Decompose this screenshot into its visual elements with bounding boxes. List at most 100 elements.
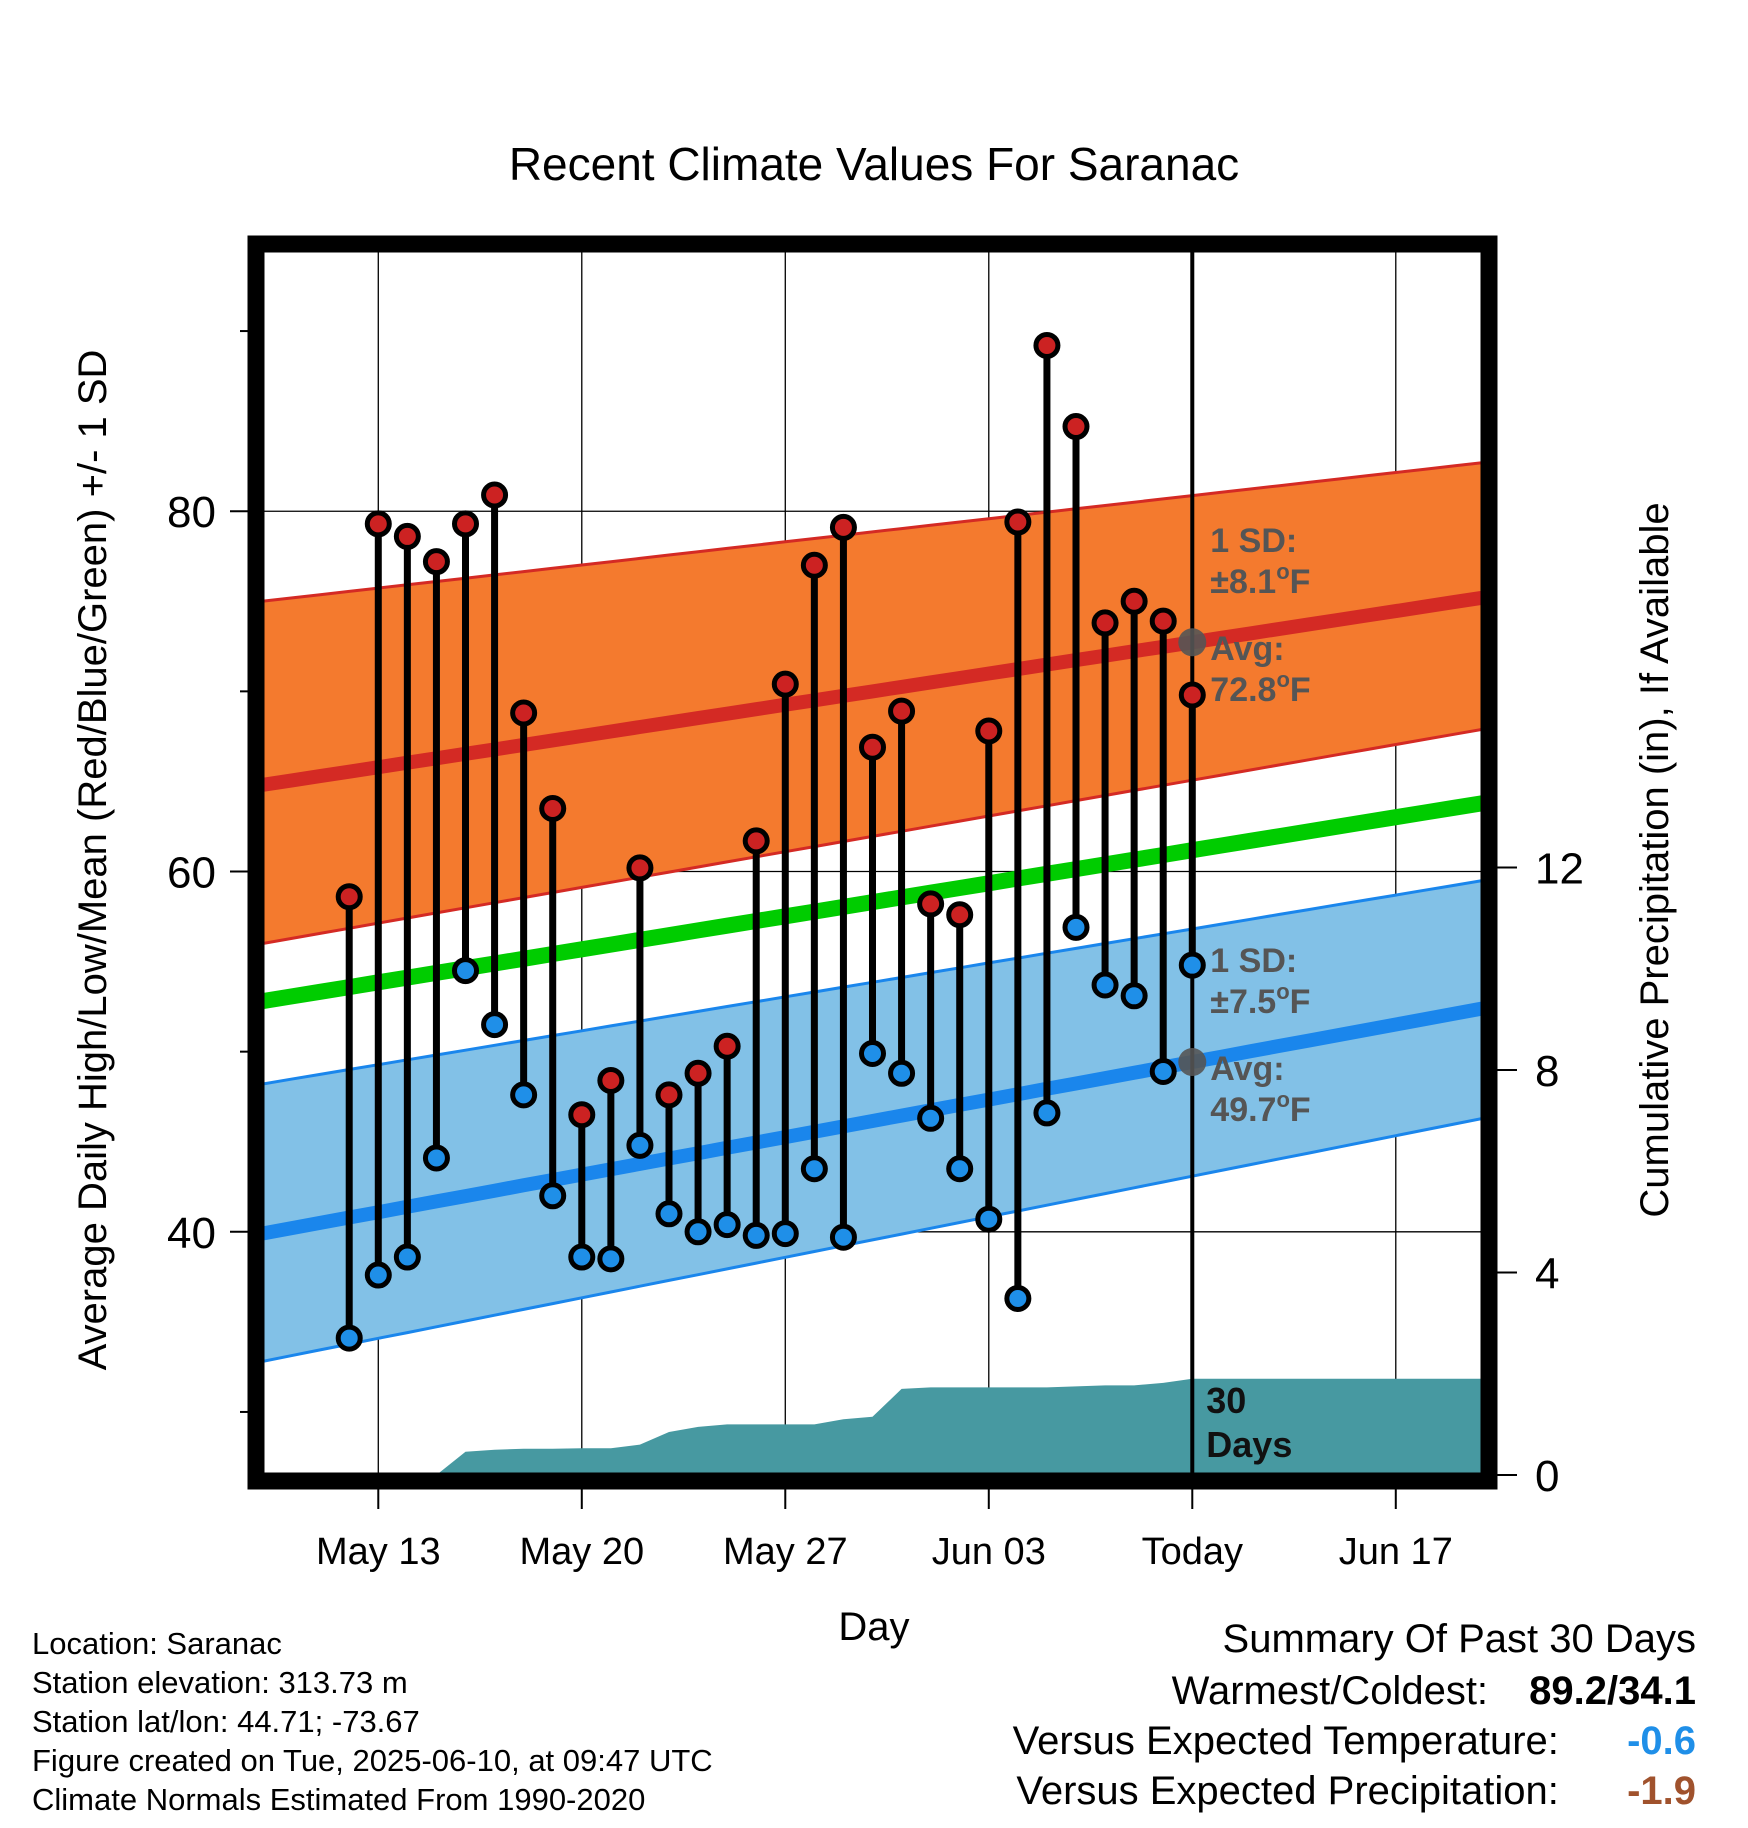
obs-low-point <box>393 1243 421 1271</box>
high-sd-value-degree: o <box>1276 559 1289 584</box>
x-tick-label: May 20 <box>519 1531 644 1573</box>
summary-precip-row: Versus Expected Precipitation: -1.9 <box>1016 1769 1696 1814</box>
obs-low-point <box>946 1155 974 1183</box>
obs-high-point <box>539 794 567 822</box>
summary-title: Summary Of Past 30 Days <box>1222 1617 1696 1661</box>
obs-high-point <box>335 883 363 911</box>
footer-info: Location: Saranac Station elevation: 313… <box>32 1624 713 1819</box>
today-high-avg-marker <box>1178 628 1207 657</box>
summary-temp-row: Versus Expected Temperature: -0.6 <box>1013 1719 1696 1764</box>
y-axis-right-label: Cumulative Precipitation (in), If Availa… <box>1633 502 1677 1217</box>
summary-warmest-value: 89.2/34.1 <box>1529 1669 1696 1713</box>
obs-low-point <box>684 1218 712 1246</box>
x-tick-label: May 27 <box>723 1531 848 1573</box>
low-sd-value: ±7.5oF <box>1210 979 1310 1021</box>
obs-high-point <box>800 551 828 579</box>
obs-low-point <box>539 1182 567 1210</box>
obs-high-point <box>771 670 799 698</box>
x-tick-label: Today <box>1142 1531 1243 1573</box>
summary-warmest-label: Warmest/Coldest: <box>1171 1669 1489 1713</box>
low-avg-label: Avg: <box>1210 1050 1284 1088</box>
x-tick-label: Jun 17 <box>1339 1531 1453 1573</box>
summary-precip-label: Versus Expected Precipitation: <box>1016 1769 1559 1813</box>
obs-low-point <box>975 1205 1003 1233</box>
obs-high-point <box>684 1059 712 1087</box>
summary-temp-label: Versus Expected Temperature: <box>1012 1719 1559 1763</box>
summary-temp-value: -0.6 <box>1627 1719 1696 1763</box>
obs-high-point <box>888 697 916 725</box>
obs-low-point <box>364 1261 392 1289</box>
footer-normals: Climate Normals Estimated From 1990-2020 <box>32 1782 646 1817</box>
obs-high-point <box>1062 413 1090 441</box>
obs-high-point <box>917 890 945 918</box>
today-low-avg-marker <box>1178 1048 1207 1077</box>
low-sd-value-unit: F <box>1290 983 1311 1021</box>
obs-low-point <box>510 1081 538 1109</box>
obs-high-point <box>829 513 857 541</box>
obs-low-point <box>568 1243 596 1271</box>
high-avg-value: 72.8oF <box>1210 667 1310 709</box>
precip-label-line2: Days <box>1206 1424 1292 1465</box>
footer-location: Location: Saranac <box>32 1626 282 1661</box>
y-axis-left-label: Average Daily High/Low/Mean (Red/Blue/Gr… <box>71 350 115 1371</box>
obs-low-point <box>452 957 479 985</box>
obs-low-point <box>1004 1284 1032 1312</box>
low-sd-value-degree: o <box>1276 979 1289 1004</box>
obs-high-point <box>1033 331 1061 359</box>
obs-low-point <box>859 1039 886 1067</box>
low-avg-value-unit: F <box>1290 1091 1311 1129</box>
high-avg-label: Avg: <box>1210 630 1284 668</box>
obs-high-point <box>859 733 886 761</box>
y-axis-left: 40 60 80 <box>167 330 252 1413</box>
obs-high-point <box>481 481 509 509</box>
high-avg-value-unit: F <box>1290 671 1311 709</box>
precip-area <box>262 1378 1483 1475</box>
obs-low-point <box>800 1155 828 1183</box>
obs-low-point <box>742 1221 770 1249</box>
high-sd-value-number: ±8.1 <box>1210 563 1276 601</box>
y-left-tick-label: 40 <box>167 1209 216 1258</box>
obs-high-point <box>452 510 479 538</box>
obs-high-point <box>364 510 392 538</box>
footer-created: Figure created on Tue, 2025-06-10, at 09… <box>32 1743 713 1778</box>
precip-label-line1: 30 <box>1206 1380 1246 1421</box>
y-right-tick-label: 12 <box>1535 845 1584 894</box>
low-avg-value: 49.7oF <box>1210 1087 1310 1129</box>
high-sd-band <box>262 462 1483 944</box>
obs-high-point <box>1178 681 1206 709</box>
obs-low-point <box>888 1059 916 1087</box>
y-right-tick-label: 8 <box>1535 1047 1559 1096</box>
obs-low-point <box>1120 982 1148 1010</box>
footer-latlon: Station lat/lon: 44.71; -73.67 <box>32 1704 420 1739</box>
x-axis: May 13 May 20 May 27 Jun 03 Today Jun 17 <box>316 1485 1453 1573</box>
obs-high-point <box>597 1066 625 1094</box>
obs-high-point <box>713 1032 741 1060</box>
low-sd-value-number: ±7.5 <box>1210 983 1276 1021</box>
obs-low-point <box>771 1220 799 1248</box>
obs-high-point <box>510 699 538 727</box>
footer-elevation: Station elevation: 313.73 m <box>32 1665 408 1700</box>
obs-low-point <box>917 1104 945 1132</box>
summary-precip-value: -1.9 <box>1627 1769 1696 1813</box>
low-avg-value-degree: o <box>1276 1087 1289 1112</box>
plot-frame <box>247 235 1498 1490</box>
obs-high-point <box>975 717 1003 745</box>
low-avg-value-number: 49.7 <box>1210 1091 1276 1129</box>
obs-low-point <box>422 1144 450 1172</box>
summary-warmest-row: Warmest/Coldest: 89.2/34.1 <box>1172 1669 1696 1714</box>
high-avg-value-degree: o <box>1276 667 1289 692</box>
obs-low-point <box>626 1131 654 1159</box>
obs-high-point <box>393 522 421 550</box>
obs-high-point <box>1149 607 1177 635</box>
y-axis-right: 0 4 8 12 <box>1493 845 1584 1501</box>
obs-low-point <box>597 1245 625 1273</box>
x-tick-label: May 13 <box>316 1531 441 1573</box>
observations <box>335 331 1206 1352</box>
obs-low-point <box>829 1223 857 1251</box>
high-sd-value-unit: F <box>1290 563 1311 601</box>
high-sd-label: 1 SD: <box>1210 522 1297 560</box>
x-tick-label: Jun 03 <box>932 1531 1046 1573</box>
